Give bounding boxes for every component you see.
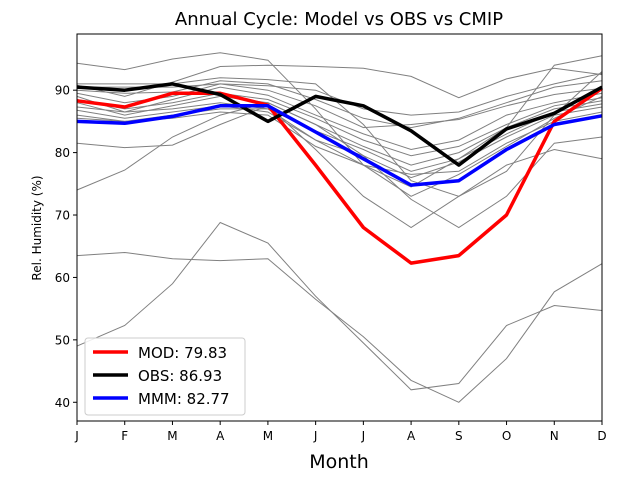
chart-title: Annual Cycle: Model vs OBS vs CMIP xyxy=(175,9,503,30)
plot-frame xyxy=(76,33,603,422)
y-axis-label: Rel. Humidity (%) xyxy=(30,175,44,280)
x-tick-label: J xyxy=(74,429,79,443)
y-axis: 40 50 60 70 80 90 xyxy=(55,84,77,410)
y-tick-label: 90 xyxy=(55,84,70,98)
highlight-series-lines xyxy=(76,82,603,265)
cmip-model-line-7 xyxy=(76,86,603,151)
x-tick-label: D xyxy=(597,429,606,443)
x-tick-label: M xyxy=(263,429,273,443)
y-tick-label: 40 xyxy=(55,396,70,410)
cmip-model-line-11 xyxy=(76,105,603,179)
x-axis-label: Month xyxy=(309,451,369,473)
y-tick-label: 80 xyxy=(55,146,70,160)
cmip-model-line-15 xyxy=(76,102,603,229)
x-tick-label: A xyxy=(407,429,416,443)
legend-label-obs: OBS: 86.93 xyxy=(138,367,222,385)
cmip-model-line-14 xyxy=(76,105,603,229)
series-line-mod xyxy=(76,86,603,265)
x-tick-label: S xyxy=(455,429,463,443)
x-tick-label: J xyxy=(361,429,366,443)
x-tick-label: F xyxy=(121,429,128,443)
y-tick-label: 50 xyxy=(55,333,70,347)
legend: MOD: 79.83 OBS: 86.93 MMM: 82.77 xyxy=(84,337,246,416)
cmip-model-line-6 xyxy=(76,83,603,129)
y-tick-label: 70 xyxy=(55,209,70,223)
cmip-model-line-8 xyxy=(76,92,603,157)
y-tick-label: 60 xyxy=(55,271,70,285)
x-tick-label: N xyxy=(550,429,559,443)
legend-box xyxy=(84,337,246,416)
cmip-model-line-17 xyxy=(76,221,603,391)
x-tick-label: M xyxy=(167,429,177,443)
x-tick-label: A xyxy=(216,429,225,443)
cmip-model-line-1 xyxy=(76,52,603,188)
series-line-obs xyxy=(76,82,603,167)
legend-label-mod: MOD: 79.83 xyxy=(138,344,227,362)
legend-label-mmm: MMM: 82.77 xyxy=(138,390,230,408)
series-line-mmm xyxy=(76,104,603,187)
cmip-model-line-16 xyxy=(76,251,603,403)
x-tick-label: J xyxy=(313,429,318,443)
x-tick-label: O xyxy=(502,429,511,443)
cmip-model-line-5 xyxy=(76,80,603,129)
